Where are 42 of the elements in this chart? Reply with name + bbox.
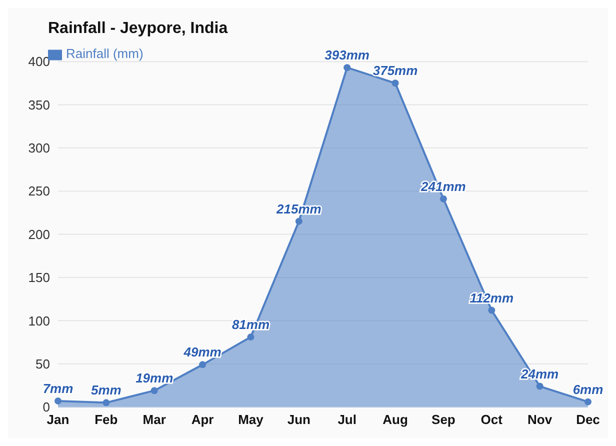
point <box>440 195 447 202</box>
y-tick-label: 50 <box>36 356 50 372</box>
y-tick-label: 350 <box>28 97 50 112</box>
point <box>344 64 351 72</box>
data-label: 7mm <box>42 380 74 396</box>
point <box>584 398 592 406</box>
x-tick-label: May <box>238 412 264 428</box>
y-tick-label: 150 <box>28 270 50 286</box>
point <box>392 80 399 87</box>
data-label: 49mm <box>182 344 222 360</box>
y-tick-label: 400 <box>28 54 50 70</box>
x-tick-label: Dec <box>576 412 600 428</box>
point <box>199 361 206 368</box>
x-tick-label: Sep <box>432 412 456 428</box>
point <box>536 382 544 390</box>
point <box>54 397 62 404</box>
point <box>102 399 110 406</box>
point <box>295 218 302 225</box>
data-label: 375mm <box>372 63 418 78</box>
x-tick-label: Jul <box>338 412 356 428</box>
legend-label: Rainfall (mm) <box>66 46 144 61</box>
x-tick-label: Nov <box>528 412 553 428</box>
point <box>488 306 496 314</box>
data-label: 5mm <box>91 382 122 398</box>
data-label: 19mm <box>136 370 174 386</box>
x-tick-label: Feb <box>94 412 118 428</box>
y-tick-label: 250 <box>28 184 50 199</box>
x-tick-label: Jun <box>287 412 311 428</box>
x-tick-label: Oct <box>480 412 504 428</box>
data-label: 393mm <box>324 48 370 63</box>
point <box>247 334 254 341</box>
point <box>150 387 158 394</box>
x-tick-label: Jan <box>46 412 70 428</box>
y-tick-label: 100 <box>28 313 50 328</box>
y-tick-label: 300 <box>28 140 50 156</box>
y-tick-label: 0 <box>42 400 50 415</box>
x-tick-label: Mar <box>142 412 166 428</box>
x-tick-label: Apr <box>191 412 214 428</box>
x-tick-label: Aug <box>382 412 408 428</box>
data-label: 6mm <box>572 382 604 397</box>
y-tick-label: 200 <box>28 226 50 242</box>
chart-title: Rainfall - Jeypore, India <box>47 19 229 38</box>
